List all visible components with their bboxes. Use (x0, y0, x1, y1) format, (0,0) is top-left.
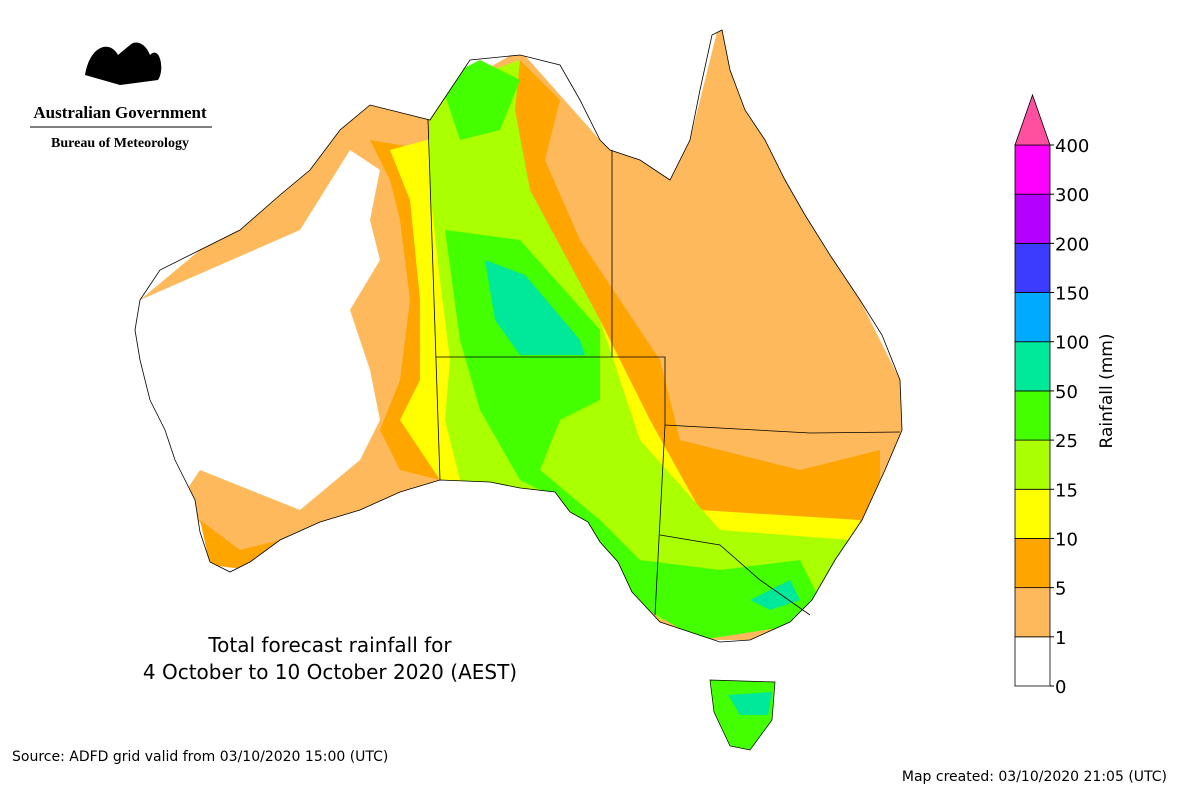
colorbar-segment (1014, 292, 1051, 343)
tasmania-high (728, 692, 772, 715)
colorbar-segment (1014, 439, 1051, 490)
colorbar-extend (1014, 93, 1051, 146)
colorbar-tick-label: 200 (1055, 234, 1089, 255)
colorbar-tick-label: 100 (1055, 333, 1089, 354)
colorbar-segment (1014, 488, 1051, 539)
colorbar-tick-label: 400 (1055, 136, 1089, 157)
org-name: Australian Government (33, 103, 207, 122)
colorbar-tick-label: 0 (1055, 677, 1066, 698)
state-borders (427, 119, 901, 616)
colorbar-title: Rainfall (mm) (1097, 334, 1117, 449)
colorbar-segment (1014, 636, 1051, 687)
colorbar-tick-label: 5 (1055, 579, 1066, 600)
colorbar-tick-label: 1 (1055, 628, 1066, 649)
colorbar-tick-label: 50 (1055, 382, 1078, 403)
title-line: Total forecast rainfall for (207, 633, 452, 657)
crest (85, 42, 162, 85)
title-line: 4 October to 10 October 2020 (AEST) (143, 660, 517, 684)
colorbar-tick-label: 15 (1055, 480, 1078, 501)
colorbar-segment (1014, 193, 1051, 244)
colorbar-tick-label: 300 (1055, 185, 1089, 206)
agency-name: Bureau of Meteorology (51, 136, 189, 151)
colorbar-segment (1014, 341, 1051, 392)
created-note: Map created: 03/10/2020 21:05 (UTC) (902, 769, 1167, 785)
colorbar-tick-label: 25 (1055, 431, 1078, 452)
logo: Australian Government Bureau of Meteorol… (30, 42, 212, 151)
colorbar-segment (1014, 587, 1051, 638)
colorbar-segment (1014, 390, 1051, 441)
source-note: Source: ADFD grid valid from 03/10/2020 … (12, 749, 388, 765)
colorbar-tick-label: 150 (1055, 284, 1089, 305)
colorbar-segment (1014, 242, 1051, 293)
colorbar-segment (1014, 144, 1051, 195)
colorbar-tick-label: 10 (1055, 529, 1078, 550)
colorbar-segment (1014, 538, 1051, 589)
